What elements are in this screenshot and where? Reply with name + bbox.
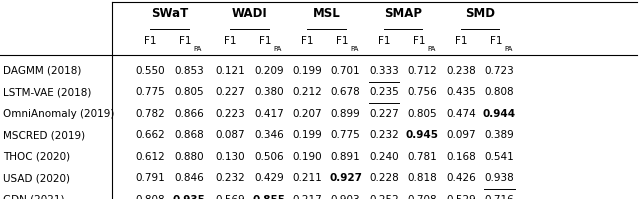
- Text: F1: F1: [301, 36, 314, 46]
- Text: 0.252: 0.252: [369, 195, 399, 199]
- Text: 0.782: 0.782: [136, 109, 165, 119]
- Text: 0.808: 0.808: [136, 195, 165, 199]
- Text: WADI: WADI: [232, 7, 268, 20]
- Text: 0.121: 0.121: [216, 66, 245, 76]
- Text: 0.756: 0.756: [408, 87, 437, 97]
- Text: PA: PA: [504, 46, 513, 52]
- Text: 0.209: 0.209: [254, 66, 284, 76]
- Text: 0.235: 0.235: [369, 87, 399, 97]
- Text: 0.678: 0.678: [331, 87, 360, 97]
- Text: 0.808: 0.808: [484, 87, 514, 97]
- Text: 0.855: 0.855: [252, 195, 285, 199]
- Text: 0.945: 0.945: [406, 130, 439, 140]
- Text: 0.818: 0.818: [408, 173, 437, 183]
- Text: 0.199: 0.199: [292, 66, 322, 76]
- Text: 0.207: 0.207: [292, 109, 322, 119]
- Text: 0.333: 0.333: [369, 66, 399, 76]
- Text: 0.190: 0.190: [292, 152, 322, 162]
- Text: 0.228: 0.228: [369, 173, 399, 183]
- Text: 0.529: 0.529: [446, 195, 476, 199]
- Text: 0.899: 0.899: [331, 109, 360, 119]
- Text: 0.935: 0.935: [172, 195, 205, 199]
- Text: 0.227: 0.227: [216, 87, 245, 97]
- Text: 0.723: 0.723: [484, 66, 514, 76]
- Text: LSTM-VAE (2018): LSTM-VAE (2018): [3, 87, 92, 97]
- Text: GDN (2021): GDN (2021): [3, 195, 65, 199]
- Text: 0.346: 0.346: [254, 130, 284, 140]
- Text: 0.238: 0.238: [446, 66, 476, 76]
- Text: 0.506: 0.506: [254, 152, 284, 162]
- Text: 0.199: 0.199: [292, 130, 322, 140]
- Text: 0.168: 0.168: [446, 152, 476, 162]
- Text: 0.880: 0.880: [174, 152, 204, 162]
- Text: PA: PA: [193, 46, 202, 52]
- Text: F1: F1: [336, 36, 349, 46]
- Text: F1: F1: [224, 36, 237, 46]
- Text: 0.938: 0.938: [484, 173, 514, 183]
- Text: 0.662: 0.662: [136, 130, 165, 140]
- Text: 0.212: 0.212: [292, 87, 322, 97]
- Text: 0.223: 0.223: [216, 109, 245, 119]
- Text: 0.805: 0.805: [174, 87, 204, 97]
- Text: 0.612: 0.612: [136, 152, 165, 162]
- Text: PA: PA: [273, 46, 282, 52]
- Text: 0.087: 0.087: [216, 130, 245, 140]
- Text: 0.944: 0.944: [483, 109, 516, 119]
- Text: PA: PA: [350, 46, 359, 52]
- Text: F1: F1: [490, 36, 502, 46]
- Text: 0.791: 0.791: [136, 173, 165, 183]
- Text: 0.211: 0.211: [292, 173, 322, 183]
- Text: 0.232: 0.232: [369, 130, 399, 140]
- Text: F1: F1: [144, 36, 157, 46]
- Text: 0.701: 0.701: [331, 66, 360, 76]
- Text: 0.217: 0.217: [292, 195, 322, 199]
- Text: 0.853: 0.853: [174, 66, 204, 76]
- Text: USAD (2020): USAD (2020): [3, 173, 70, 183]
- Text: 0.550: 0.550: [136, 66, 165, 76]
- Text: 0.232: 0.232: [216, 173, 245, 183]
- Text: 0.775: 0.775: [331, 130, 360, 140]
- Text: 0.227: 0.227: [369, 109, 399, 119]
- Text: 0.846: 0.846: [174, 173, 204, 183]
- Text: 0.426: 0.426: [446, 173, 476, 183]
- Text: THOC (2020): THOC (2020): [3, 152, 70, 162]
- Text: 0.474: 0.474: [446, 109, 476, 119]
- Text: 0.097: 0.097: [446, 130, 476, 140]
- Text: 0.805: 0.805: [408, 109, 437, 119]
- Text: 0.130: 0.130: [216, 152, 245, 162]
- Text: SMAP: SMAP: [384, 7, 422, 20]
- Text: MSCRED (2019): MSCRED (2019): [3, 130, 85, 140]
- Text: 0.868: 0.868: [174, 130, 204, 140]
- Text: 0.417: 0.417: [254, 109, 284, 119]
- Text: SWaT: SWaT: [151, 7, 188, 20]
- Text: 0.927: 0.927: [329, 173, 362, 183]
- Text: 0.541: 0.541: [484, 152, 514, 162]
- Text: 0.775: 0.775: [136, 87, 165, 97]
- Text: SMD: SMD: [465, 7, 495, 20]
- Text: MSL: MSL: [312, 7, 340, 20]
- Text: 0.903: 0.903: [331, 195, 360, 199]
- Text: 0.716: 0.716: [484, 195, 514, 199]
- Text: F1: F1: [179, 36, 192, 46]
- Text: 0.891: 0.891: [331, 152, 360, 162]
- Text: 0.712: 0.712: [408, 66, 437, 76]
- Text: 0.389: 0.389: [484, 130, 514, 140]
- Text: 0.866: 0.866: [174, 109, 204, 119]
- Text: DAGMM (2018): DAGMM (2018): [3, 66, 81, 76]
- Text: 0.380: 0.380: [254, 87, 284, 97]
- Text: F1: F1: [454, 36, 467, 46]
- Text: 0.435: 0.435: [446, 87, 476, 97]
- Text: F1: F1: [378, 36, 390, 46]
- Text: 0.781: 0.781: [408, 152, 437, 162]
- Text: F1: F1: [413, 36, 426, 46]
- Text: OmniAnomaly (2019): OmniAnomaly (2019): [3, 109, 115, 119]
- Text: 0.569: 0.569: [216, 195, 245, 199]
- Text: 0.240: 0.240: [369, 152, 399, 162]
- Text: 0.708: 0.708: [408, 195, 437, 199]
- Text: 0.429: 0.429: [254, 173, 284, 183]
- Text: F1: F1: [259, 36, 272, 46]
- Text: PA: PA: [427, 46, 436, 52]
